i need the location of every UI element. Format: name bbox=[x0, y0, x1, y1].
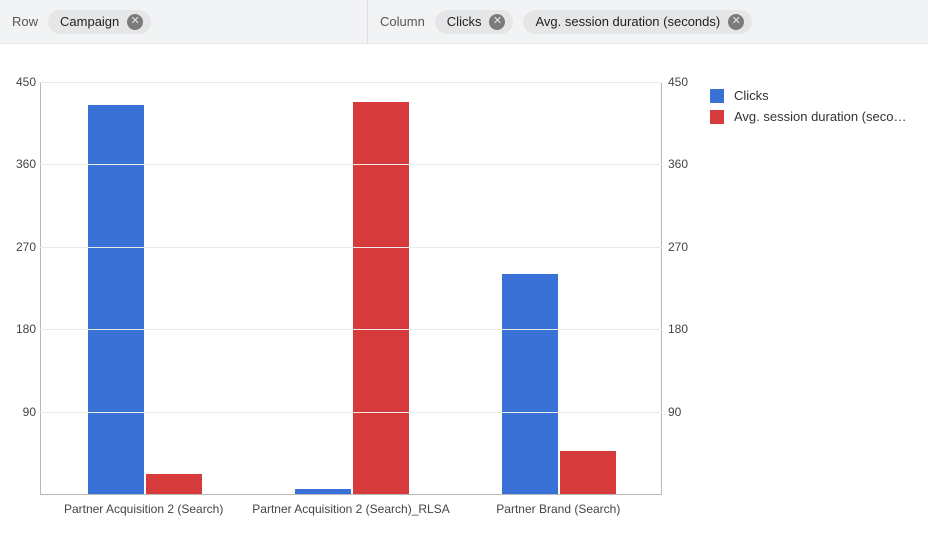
legend-swatch-icon bbox=[710, 89, 724, 103]
y-left-tick-label: 180 bbox=[6, 322, 36, 336]
y-right-tick-label: 360 bbox=[668, 157, 698, 171]
gridline bbox=[40, 82, 662, 83]
legend-swatch-icon bbox=[710, 110, 724, 124]
y-left-tick-label: 90 bbox=[6, 405, 36, 419]
y-right-tick-label: 90 bbox=[668, 405, 698, 419]
bar[interactable] bbox=[353, 102, 409, 494]
y-right-tick-label: 450 bbox=[668, 75, 698, 89]
column-label: Column bbox=[380, 14, 425, 29]
category-label: Partner Brand (Search) bbox=[496, 502, 620, 516]
y-left-tick-label: 360 bbox=[6, 157, 36, 171]
gridline bbox=[40, 164, 662, 165]
row-chip-campaign[interactable]: Campaign ✕ bbox=[48, 10, 151, 34]
y-right-tick-label: 270 bbox=[668, 240, 698, 254]
bar[interactable] bbox=[146, 474, 202, 494]
chart-legend: Clicks Avg. session duration (seco… bbox=[710, 88, 920, 130]
y-left-tick-label: 450 bbox=[6, 75, 36, 89]
column-chip-avg-session-duration[interactable]: Avg. session duration (seconds) ✕ bbox=[523, 10, 752, 34]
legend-item-clicks[interactable]: Clicks bbox=[710, 88, 920, 103]
gridline bbox=[40, 247, 662, 248]
remove-chip-icon[interactable]: ✕ bbox=[489, 14, 505, 30]
y-right-tick-label: 180 bbox=[668, 322, 698, 336]
chart-container: Clicks Avg. session duration (seco… 90 90… bbox=[0, 44, 928, 534]
x-axis-line bbox=[40, 494, 662, 495]
legend-text: Avg. session duration (seco… bbox=[734, 109, 906, 124]
column-section: Column Clicks ✕ Avg. session duration (s… bbox=[368, 0, 774, 43]
legend-item-avg-session-duration[interactable]: Avg. session duration (seco… bbox=[710, 109, 920, 124]
chip-label: Clicks bbox=[447, 14, 482, 29]
row-label: Row bbox=[12, 14, 38, 29]
gridline bbox=[40, 412, 662, 413]
remove-chip-icon[interactable]: ✕ bbox=[728, 14, 744, 30]
category-label: Partner Acquisition 2 (Search)_RLSA bbox=[252, 502, 449, 516]
chip-label: Avg. session duration (seconds) bbox=[535, 14, 720, 29]
y-left-tick-label: 270 bbox=[6, 240, 36, 254]
category-label: Partner Acquisition 2 (Search) bbox=[64, 502, 223, 516]
chip-label: Campaign bbox=[60, 14, 119, 29]
remove-chip-icon[interactable]: ✕ bbox=[127, 14, 143, 30]
row-section: Row Campaign ✕ bbox=[0, 0, 368, 43]
bar[interactable] bbox=[502, 274, 558, 494]
column-chip-clicks[interactable]: Clicks ✕ bbox=[435, 10, 514, 34]
dimension-toolbar: Row Campaign ✕ Column Clicks ✕ Avg. sess… bbox=[0, 0, 928, 44]
legend-text: Clicks bbox=[734, 88, 769, 103]
gridline bbox=[40, 329, 662, 330]
bar[interactable] bbox=[88, 105, 144, 494]
chart-plot-area bbox=[40, 82, 662, 494]
bar[interactable] bbox=[560, 451, 616, 494]
